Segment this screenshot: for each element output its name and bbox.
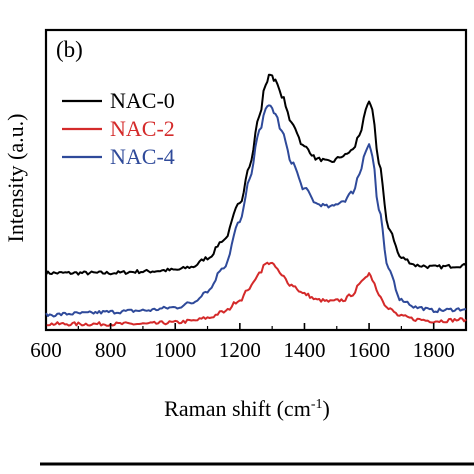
x-axis-ticks: 600 800 1000 1200 1400 1600 1800 [30,323,455,362]
x-axis-label-superscript: -1 [311,397,323,412]
x-tick-label-1200: 1200 [219,338,261,362]
x-axis-label-main: Raman shift (cm [164,396,311,421]
x-tick-label-1800: 1800 [413,338,455,362]
x-axis-label-suffix: ) [322,396,329,421]
series-line-nac-0 [45,73,467,276]
legend-label-nac-2: NAC-2 [110,116,175,141]
x-tick-label-1000: 1000 [154,338,196,362]
plot-border [44,28,468,332]
plot-frame [44,28,468,332]
x-tick-label-600: 600 [30,338,62,362]
series-line-nac-4 [45,104,467,318]
x-tick-label-1600: 1600 [348,338,390,362]
x-axis-label: Raman shift (cm-1) [164,396,330,421]
series-layer [45,73,467,327]
legend-label-nac-4: NAC-4 [110,144,175,169]
x-tick-label-800: 800 [95,338,127,362]
legend: NAC-0 NAC-2 NAC-4 [62,88,175,169]
series-line-nac-2 [45,261,467,327]
legend-label-nac-0: NAC-0 [110,88,175,113]
x-tick-label-1400: 1400 [283,338,325,362]
y-axis-label: Intensity (a.u.) [3,114,28,243]
panel-label: (b) [56,37,83,62]
